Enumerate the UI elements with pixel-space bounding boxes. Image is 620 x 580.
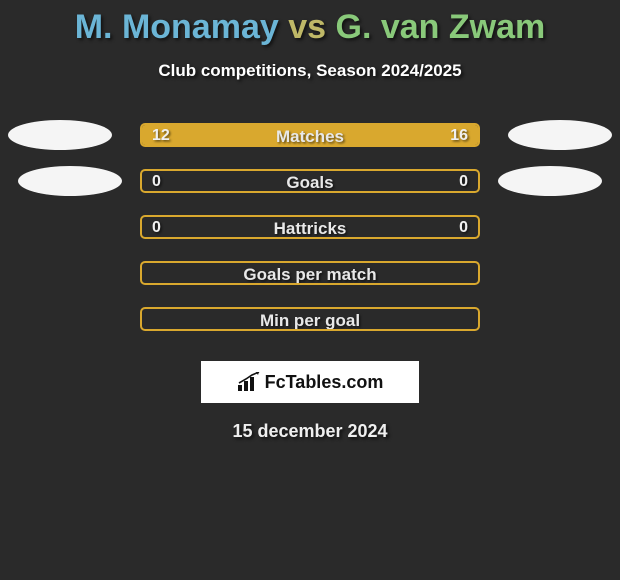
stat-label: Hattricks: [142, 219, 478, 239]
stat-value-right: 0: [459, 173, 468, 191]
stat-label: Goals per match: [142, 265, 478, 285]
stat-value-right: 0: [459, 219, 468, 237]
stat-label: Min per goal: [142, 311, 478, 331]
stat-label: Matches: [142, 127, 478, 147]
subtitle-season: Season 2024/2025: [316, 61, 462, 80]
logo: FcTables.com: [237, 372, 384, 393]
stat-row: Goals per match: [0, 261, 620, 307]
vs-label: vs: [288, 8, 326, 46]
stat-bar: 12 Matches 16: [140, 123, 480, 147]
player1-name: M. Monamay: [75, 8, 279, 46]
comparison-infographic: M. Monamay vs G. van Zwam Club competiti…: [0, 0, 620, 580]
stat-bar: Goals per match: [140, 261, 480, 285]
player2-avatar: [498, 166, 602, 196]
date-label: 15 december 2024: [0, 421, 620, 442]
stat-row: 12 Matches 16: [0, 123, 620, 169]
player2-name: G. van Zwam: [336, 8, 546, 46]
subtitle-competitions: Club competitions,: [158, 61, 311, 80]
stat-value-right: 16: [450, 127, 468, 145]
subtitle: Club competitions, Season 2024/2025: [0, 61, 620, 81]
stat-bar: Min per goal: [140, 307, 480, 331]
stats-rows: 12 Matches 16 0 Goals 0 0 Hattricks: [0, 123, 620, 353]
stat-row: 0 Hattricks 0: [0, 215, 620, 261]
chart-icon: [237, 372, 261, 392]
stat-bar: 0 Hattricks 0: [140, 215, 480, 239]
stat-label: Goals: [142, 173, 478, 193]
logo-box: FcTables.com: [201, 361, 419, 403]
player2-avatar: [508, 120, 612, 150]
stat-row: Min per goal: [0, 307, 620, 353]
page-title: M. Monamay vs G. van Zwam: [0, 0, 620, 47]
logo-text: FcTables.com: [265, 372, 384, 393]
stat-row: 0 Goals 0: [0, 169, 620, 215]
player1-avatar: [18, 166, 122, 196]
player1-avatar: [8, 120, 112, 150]
stat-bar: 0 Goals 0: [140, 169, 480, 193]
